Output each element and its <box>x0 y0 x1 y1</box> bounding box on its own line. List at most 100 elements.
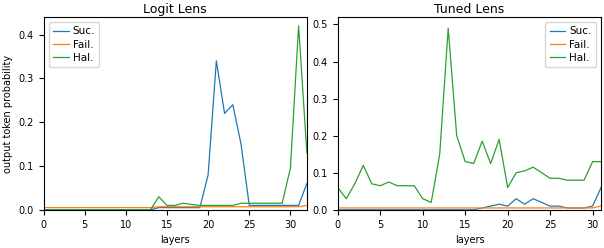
Fail. <box>547 207 554 210</box>
Suc. <box>40 208 47 211</box>
Hal. <box>547 177 554 180</box>
Suc. <box>271 204 278 207</box>
Hal. <box>155 195 162 198</box>
Suc. <box>445 208 452 211</box>
Hal. <box>411 184 418 187</box>
Hal. <box>377 184 384 187</box>
Fail. <box>229 205 236 208</box>
Hal. <box>188 203 195 206</box>
Suc. <box>73 208 80 211</box>
Hal. <box>453 134 460 137</box>
Suc. <box>538 201 545 204</box>
Hal. <box>445 27 452 30</box>
Hal. <box>213 204 220 207</box>
Fail. <box>504 207 511 210</box>
Hal. <box>106 208 113 211</box>
Suc. <box>172 206 179 209</box>
Suc. <box>513 197 520 200</box>
Fail. <box>147 206 154 209</box>
Fail. <box>513 207 520 210</box>
Fail. <box>188 205 195 208</box>
Fail. <box>351 207 358 210</box>
Fail. <box>342 207 350 210</box>
Hal. <box>351 182 358 185</box>
Suc. <box>139 208 146 211</box>
Fail. <box>89 206 97 209</box>
Hal. <box>342 197 350 200</box>
Suc. <box>48 208 56 211</box>
Suc. <box>419 208 426 211</box>
Hal. <box>56 208 63 211</box>
Fail. <box>597 205 604 208</box>
Suc. <box>589 205 596 208</box>
Fail. <box>122 206 129 209</box>
Hal. <box>229 204 236 207</box>
Hal. <box>487 162 494 165</box>
Fail. <box>478 207 486 210</box>
Suc. <box>572 207 579 210</box>
Suc. <box>359 208 367 211</box>
Fail. <box>295 205 302 208</box>
Fail. <box>287 205 294 208</box>
Suc. <box>495 203 503 206</box>
Suc. <box>180 206 187 209</box>
Suc. <box>368 208 376 211</box>
Fail. <box>48 206 56 209</box>
Fail. <box>97 206 104 209</box>
Hal. <box>538 171 545 174</box>
Line: Fail.: Fail. <box>338 206 601 208</box>
Fail. <box>303 204 310 207</box>
Suc. <box>394 208 401 211</box>
Fail. <box>521 207 528 210</box>
Hal. <box>163 204 170 207</box>
X-axis label: layers: layers <box>455 235 484 245</box>
Suc. <box>597 186 604 189</box>
Suc. <box>385 208 393 211</box>
Suc. <box>555 205 562 208</box>
Hal. <box>139 208 146 211</box>
Suc. <box>163 206 170 209</box>
Suc. <box>278 204 286 207</box>
Fail. <box>436 207 443 210</box>
Suc. <box>453 208 460 211</box>
Fail. <box>163 205 170 208</box>
Y-axis label: output token probability: output token probability <box>3 54 13 173</box>
Suc. <box>470 208 477 211</box>
Suc. <box>521 203 528 206</box>
Hal. <box>81 208 88 211</box>
Hal. <box>73 208 80 211</box>
Fail. <box>205 205 212 208</box>
Fail. <box>40 206 47 209</box>
Suc. <box>122 208 129 211</box>
Legend: Suc., Fail., Hal.: Suc., Fail., Hal. <box>49 22 99 67</box>
Fail. <box>213 205 220 208</box>
Hal. <box>147 208 154 211</box>
Fail. <box>139 206 146 209</box>
Hal. <box>436 153 443 156</box>
Suc. <box>106 208 113 211</box>
Hal. <box>513 171 520 174</box>
Suc. <box>56 208 63 211</box>
Line: Suc.: Suc. <box>338 187 601 210</box>
Line: Hal.: Hal. <box>338 28 601 202</box>
Fail. <box>589 207 596 210</box>
Fail. <box>411 207 418 210</box>
Suc. <box>237 143 245 146</box>
Suc. <box>351 208 358 211</box>
Hal. <box>97 208 104 211</box>
Fail. <box>81 206 88 209</box>
Suc. <box>334 208 341 211</box>
Hal. <box>580 179 588 182</box>
Suc. <box>130 208 138 211</box>
Hal. <box>254 202 261 205</box>
Fail. <box>445 207 452 210</box>
Fail. <box>254 205 261 208</box>
Fail. <box>196 205 204 208</box>
Hal. <box>65 208 72 211</box>
Hal. <box>287 167 294 170</box>
Hal. <box>368 182 376 185</box>
Fail. <box>538 207 545 210</box>
Hal. <box>262 202 269 205</box>
Hal. <box>303 151 310 154</box>
Fail. <box>461 207 469 210</box>
